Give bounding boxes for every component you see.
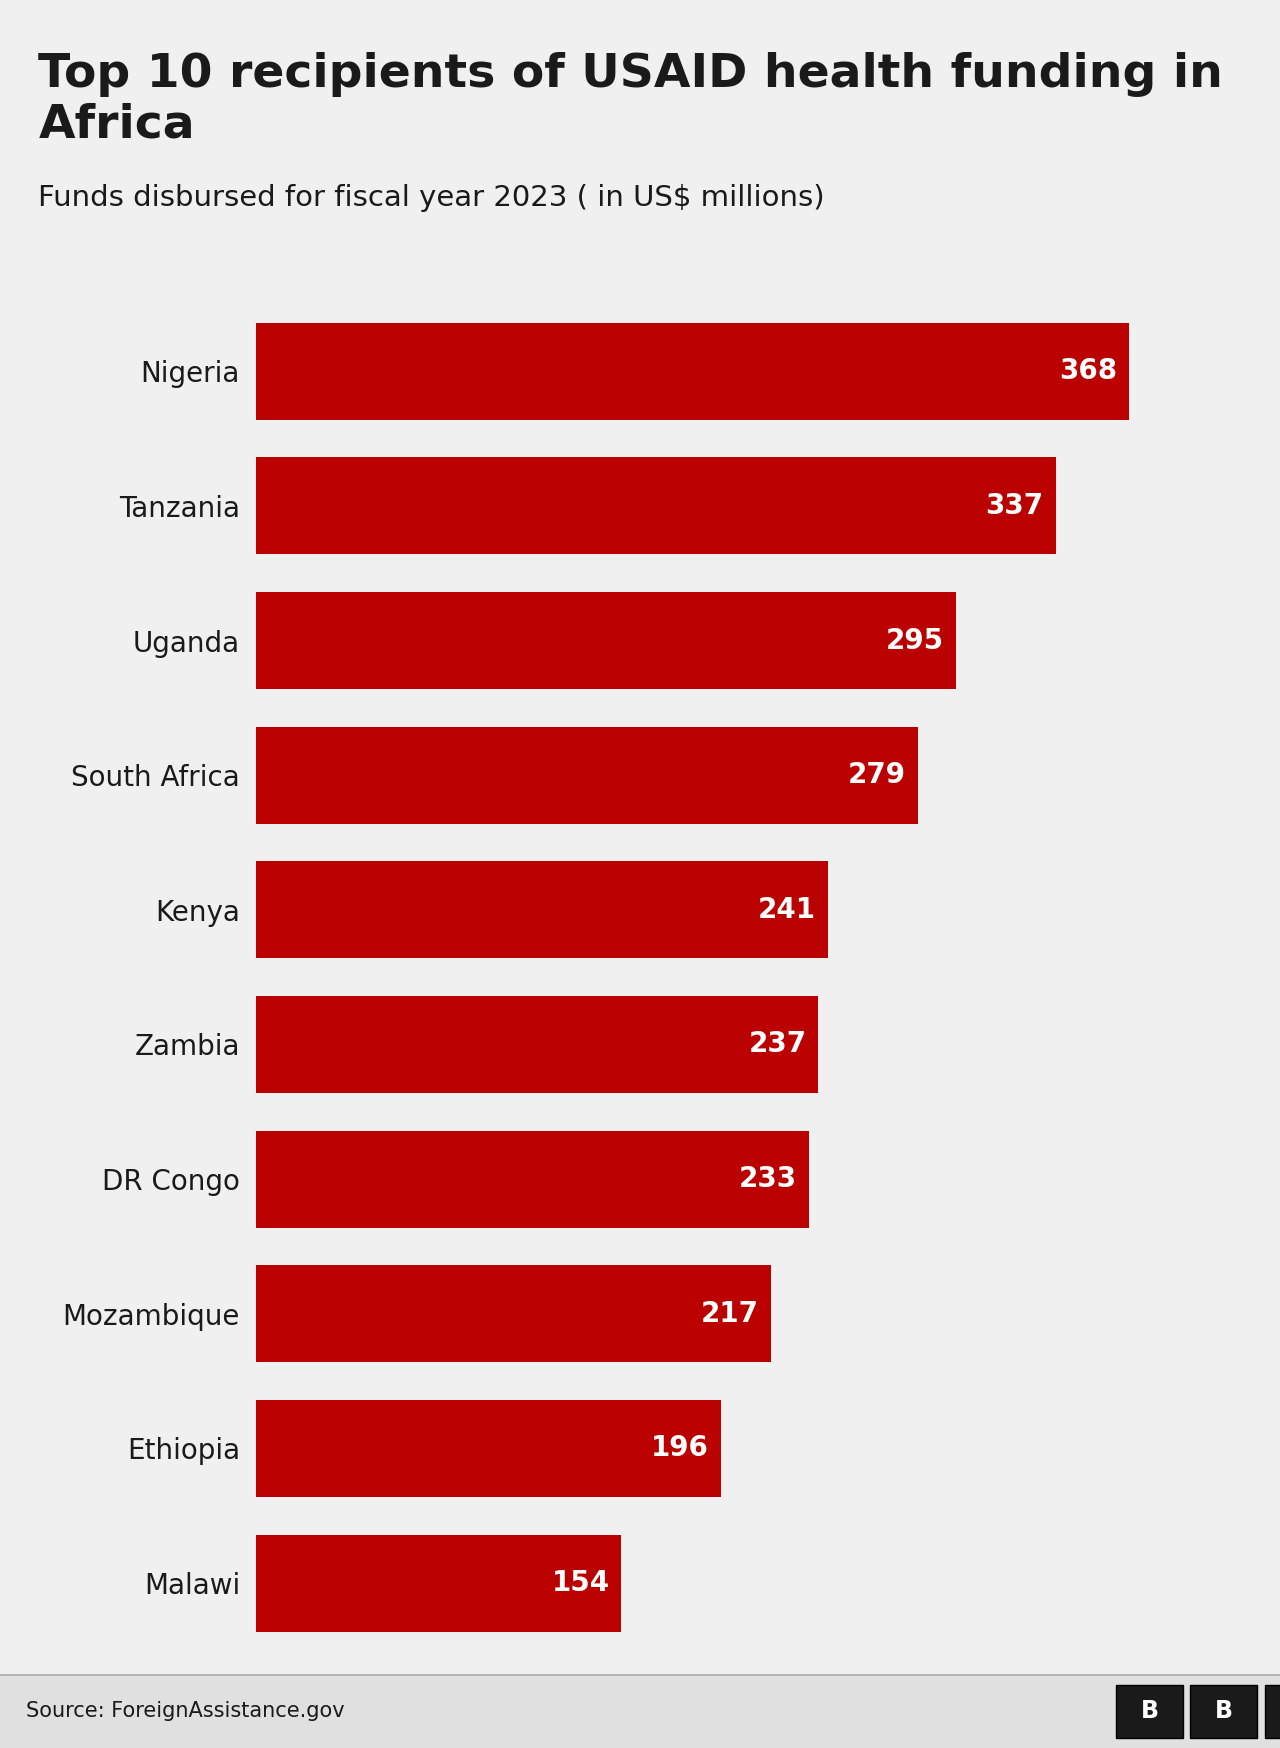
- FancyBboxPatch shape: [1190, 1685, 1257, 1738]
- Text: 217: 217: [701, 1301, 759, 1328]
- Bar: [256, 1400, 721, 1496]
- Text: 241: 241: [758, 895, 815, 923]
- Text: 196: 196: [652, 1435, 709, 1463]
- Bar: [256, 1535, 621, 1631]
- Bar: [256, 727, 918, 823]
- Text: 337: 337: [986, 491, 1043, 519]
- Text: Source: ForeignAssistance.gov: Source: ForeignAssistance.gov: [26, 1701, 344, 1722]
- Bar: [256, 1131, 809, 1227]
- Bar: [256, 323, 1129, 420]
- Text: B: B: [1140, 1699, 1158, 1724]
- Text: 279: 279: [849, 760, 906, 788]
- Text: Funds disbursed for fiscal year 2023 ( in US$ millions): Funds disbursed for fiscal year 2023 ( i…: [38, 184, 826, 212]
- Bar: [256, 458, 1056, 554]
- Text: 295: 295: [886, 626, 945, 654]
- Text: B: B: [1215, 1699, 1233, 1724]
- Text: 154: 154: [552, 1570, 609, 1598]
- Text: 368: 368: [1059, 357, 1117, 385]
- Bar: [256, 593, 956, 689]
- Bar: [256, 1266, 771, 1362]
- FancyBboxPatch shape: [1116, 1685, 1183, 1738]
- FancyBboxPatch shape: [1265, 1685, 1280, 1738]
- Text: 233: 233: [739, 1166, 797, 1194]
- Text: 237: 237: [749, 1031, 806, 1059]
- Text: Top 10 recipients of USAID health funding in
Africa: Top 10 recipients of USAID health fundin…: [38, 52, 1224, 147]
- Bar: [256, 862, 828, 958]
- Bar: [256, 996, 818, 1092]
